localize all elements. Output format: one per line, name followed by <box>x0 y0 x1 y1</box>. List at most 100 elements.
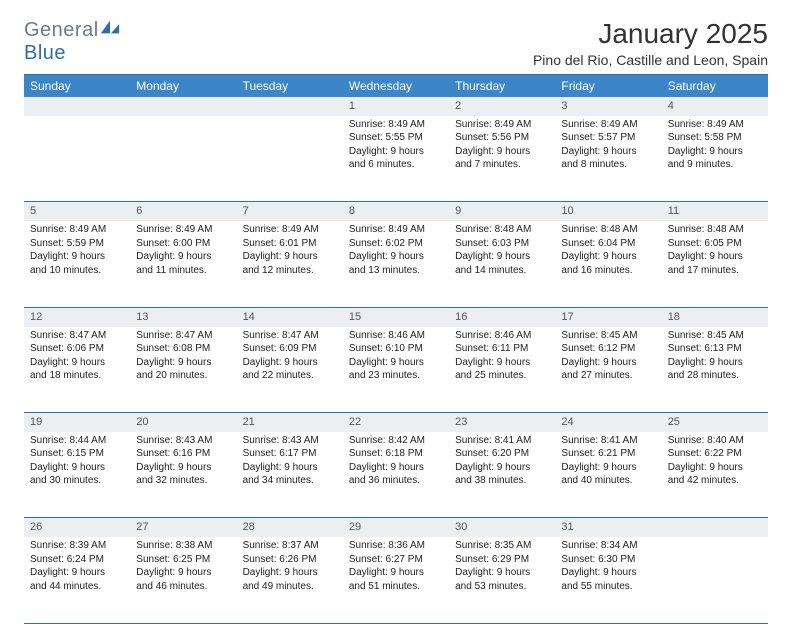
sunset-text: Sunset: 6:25 PM <box>136 553 230 567</box>
daylight-text: and 23 minutes. <box>349 369 443 383</box>
daylight-text: and 12 minutes. <box>243 264 337 278</box>
day-cell: Sunrise: 8:49 AMSunset: 5:59 PMDaylight:… <box>24 221 130 307</box>
sunset-text: Sunset: 6:21 PM <box>561 447 655 461</box>
day-number: 13 <box>130 307 236 326</box>
day-number: 15 <box>343 307 449 326</box>
day-number: 1 <box>343 97 449 116</box>
sunset-text: Sunset: 6:01 PM <box>243 237 337 251</box>
sunset-text: Sunset: 5:58 PM <box>668 131 762 145</box>
daylight-text: and 25 minutes. <box>455 369 549 383</box>
daylight-text: Daylight: 9 hours <box>349 461 443 475</box>
day-number <box>662 518 768 537</box>
daylight-text: and 55 minutes. <box>561 580 655 594</box>
sunset-text: Sunset: 6:24 PM <box>30 553 124 567</box>
day-number: 7 <box>237 202 343 221</box>
day-number: 26 <box>24 518 130 537</box>
weekday-header-row: Sunday Monday Tuesday Wednesday Thursday… <box>24 75 768 98</box>
daylight-text: and 13 minutes. <box>349 264 443 278</box>
weekday-header: Wednesday <box>343 75 449 98</box>
daylight-text: Daylight: 9 hours <box>561 461 655 475</box>
sunrise-text: Sunrise: 8:36 AM <box>349 539 443 553</box>
day-cell <box>237 116 343 202</box>
daylight-text: and 14 minutes. <box>455 264 549 278</box>
daylight-text: and 36 minutes. <box>349 474 443 488</box>
sunrise-text: Sunrise: 8:37 AM <box>243 539 337 553</box>
sunrise-text: Sunrise: 8:40 AM <box>668 434 762 448</box>
daylight-text: Daylight: 9 hours <box>136 250 230 264</box>
daylight-text: Daylight: 9 hours <box>668 461 762 475</box>
day-row: Sunrise: 8:44 AMSunset: 6:15 PMDaylight:… <box>24 432 768 518</box>
sunrise-text: Sunrise: 8:39 AM <box>30 539 124 553</box>
daynum-row: 12131415161718 <box>24 307 768 326</box>
day-number: 20 <box>130 413 236 432</box>
location: Pino del Rio, Castille and Leon, Spain <box>533 52 768 68</box>
daylight-text: and 28 minutes. <box>668 369 762 383</box>
day-row: Sunrise: 8:49 AM Sunset: 5:59 PM Daylight:… <box>24 221 768 307</box>
day-cell: Sunrise: 8:49 AMSunset: 5:55 PMDaylight:… <box>343 116 449 202</box>
day-cell: Sunrise: 8:42 AMSunset: 6:18 PMDaylight:… <box>343 432 449 518</box>
day-cell-body: Sunrise: 8:41 AMSunset: 6:20 PMDaylight:… <box>449 432 555 492</box>
day-cell: Sunrise: 8:36 AMSunset: 6:27 PMDaylight:… <box>343 537 449 623</box>
calendar-table: Sunday Monday Tuesday Wednesday Thursday… <box>24 74 768 624</box>
logo-text-blue: Blue <box>24 42 66 64</box>
day-cell <box>24 116 130 202</box>
day-cell-body: Sunrise: 8:48 AMSunset: 6:05 PMDaylight:… <box>662 221 768 281</box>
daylight-text: Daylight: 9 hours <box>668 145 762 159</box>
sunrise-text: Sunrise: 8:49 AM <box>668 118 762 132</box>
day-cell-body: Sunrise: 8:37 AMSunset: 6:26 PMDaylight:… <box>237 537 343 597</box>
daylight-text: and 22 minutes. <box>243 369 337 383</box>
day-cell: Sunrise: 8:49 AMSunset: 5:56 PMDaylight:… <box>449 116 555 202</box>
day-row: Sunrise: 8:39 AMSunset: 6:24 PM Daylight:… <box>24 537 768 623</box>
sunset-text: Sunset: 5:59 PM <box>30 237 124 251</box>
day-number: 27 <box>130 518 236 537</box>
day-number: 11 <box>662 202 768 221</box>
day-cell: Sunrise: 8:40 AMSunset: 6:22 PMDaylight:… <box>662 432 768 518</box>
day-number: 2 <box>449 97 555 116</box>
daylight-text: Daylight: 9 hours <box>668 356 762 370</box>
day-number: 22 <box>343 413 449 432</box>
daylight-text: Daylight: 9 hours <box>349 145 443 159</box>
daylight-text: Daylight: 9 hours <box>455 566 549 580</box>
sunrise-text: Sunrise: 8:34 AM <box>561 539 655 553</box>
day-cell-body: Sunrise: 8:38 AMSunset: 6:25 PMDaylight:… <box>130 537 236 597</box>
title-block: January 2025 Pino del Rio, Castille and … <box>533 18 768 68</box>
sunrise-text: Sunrise: 8:49 AM <box>136 223 230 237</box>
logo-text-general: General <box>24 19 99 41</box>
day-cell-body: Sunrise: 8:49 AMSunset: 6:01 PMDaylight:… <box>237 221 343 281</box>
daylight-text: Daylight: 9 hours <box>243 356 337 370</box>
day-cell-body: Sunrise: 8:34 AMSunset: 6:30 PMDaylight:… <box>555 537 661 597</box>
day-number: 31 <box>555 518 661 537</box>
day-cell-body: Sunrise: 8:43 AMSunset: 6:16 PMDaylight:… <box>130 432 236 492</box>
daynum-row: 567891011 <box>24 202 768 221</box>
day-cell: Sunrise: 8:35 AMSunset: 6:29 PMDaylight:… <box>449 537 555 623</box>
day-cell-body: Sunrise: 8:39 AMSunset: 6:24 PMDaylight:… <box>24 537 130 597</box>
daylight-text: and 18 minutes. <box>30 369 124 383</box>
day-cell-body: Sunrise: 8:44 AMSunset: 6:15 PMDaylight:… <box>24 432 130 492</box>
day-number: 28 <box>237 518 343 537</box>
sunset-text: Sunset: 5:57 PM <box>561 131 655 145</box>
sunset-text: Sunset: 6:29 PM <box>455 553 549 567</box>
day-number: 12 <box>24 307 130 326</box>
day-cell: Sunrise: 8:34 AMSunset: 6:30 PMDaylight:… <box>555 537 661 623</box>
sunset-text: Sunset: 6:20 PM <box>455 447 549 461</box>
daylight-text: Daylight: 9 hours <box>349 566 443 580</box>
daynum-row: 1234 <box>24 97 768 116</box>
daylight-text: Daylight: 9 hours <box>243 461 337 475</box>
day-cell-body: Sunrise: 8:49 AMSunset: 5:58 PMDaylight:… <box>662 116 768 176</box>
day-cell-body: Sunrise: 8:49 AMSunset: 6:00 PMDaylight:… <box>130 221 236 281</box>
sunrise-text: Sunrise: 8:45 AM <box>561 329 655 343</box>
sunrise-text: Sunrise: 8:45 AM <box>668 329 762 343</box>
daylight-text: and 16 minutes. <box>561 264 655 278</box>
day-cell-body: Sunrise: 8:46 AMSunset: 6:10 PMDaylight:… <box>343 327 449 387</box>
daylight-text: Daylight: 9 hours <box>30 461 124 475</box>
daylight-text: and 42 minutes. <box>668 474 762 488</box>
daylight-text: and 46 minutes. <box>136 580 230 594</box>
sunset-text: Sunset: 6:10 PM <box>349 342 443 356</box>
daylight-text: Daylight: 9 hours <box>136 461 230 475</box>
sunrise-text: Sunrise: 8:47 AM <box>30 329 124 343</box>
day-cell: Sunrise: 8:43 AMSunset: 6:16 PMDaylight:… <box>130 432 236 518</box>
sunrise-text: Sunrise: 8:35 AM <box>455 539 549 553</box>
daylight-text: Daylight: 9 hours <box>561 566 655 580</box>
sunrise-text: Sunrise: 8:49 AM <box>349 118 443 132</box>
day-number: 14 <box>237 307 343 326</box>
